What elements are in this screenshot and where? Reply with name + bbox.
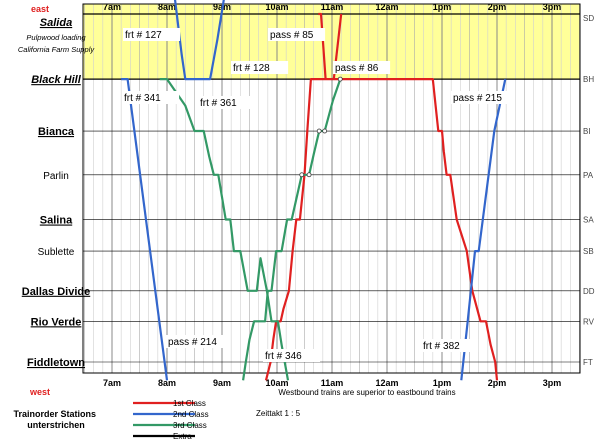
station-code-bi: BI: [583, 127, 591, 136]
series-pass-86: [318, 12, 327, 80]
series-frt-127: [173, 0, 225, 81]
station-name-sd: Salida: [40, 17, 72, 29]
station-name-sb: Sublette: [38, 247, 75, 258]
train-labels: frt # 127 pass # 85 frt # 128 pass # 86 frt …: [122, 28, 514, 362]
station-code-sb: SB: [583, 247, 594, 256]
time-label-top-6: 1pm: [433, 2, 452, 12]
station-code-dd: DD: [583, 287, 595, 296]
meet-marker: [322, 128, 328, 134]
meet-marker: [299, 172, 305, 178]
time-label-bottom-0: 7am: [103, 378, 121, 388]
station-name-bh: Black Hill: [31, 74, 81, 86]
station-name-bi: Bianca: [38, 126, 75, 138]
station-code-sa: SA: [583, 216, 594, 225]
station-name-ft: Fiddletown: [27, 357, 85, 369]
station-code-pa: PA: [583, 171, 594, 180]
time-label-top-3: 10am: [265, 2, 288, 12]
time-label-bottom-2: 9am: [213, 378, 231, 388]
legend-label: 3rd Class: [173, 421, 207, 430]
station-name-sa: Salina: [40, 215, 73, 227]
direction-top-label: east: [31, 4, 49, 14]
station-code-rv: RV: [583, 317, 595, 326]
time-label-bottom-8: 3pm: [543, 378, 562, 388]
meet-marker: [337, 76, 343, 82]
station-code-sd: SD: [583, 14, 594, 23]
station-code-bh: BH: [583, 75, 594, 84]
meet-marker: [306, 172, 312, 178]
time-label-bottom-4: 11am: [321, 378, 344, 388]
train-label-bg: [268, 28, 326, 41]
legend-label: 2nd Class: [173, 410, 209, 419]
station-name-pa: Parlin: [43, 171, 69, 182]
train-label-bg: [122, 91, 180, 104]
train-label-bg: [198, 96, 256, 109]
train-label-pass215: pass # 215: [453, 93, 502, 104]
direction-bottom-label: west: [29, 387, 50, 397]
train-label-frt346: frt # 346: [265, 351, 302, 362]
time-label-top-7: 2pm: [488, 2, 507, 12]
superiority-note: Westbound trains are superior to eastbou…: [278, 388, 455, 397]
train-label-bg: [451, 91, 514, 104]
train-label-bg: [123, 28, 181, 41]
time-label-bottom-6: 1pm: [433, 378, 452, 388]
time-axis-labels: 7am7am8am8am9am9am10am10am11am11am12am12…: [103, 2, 561, 388]
time-label-bottom-5: 12am: [375, 378, 398, 388]
station-labels: Salida SD Black Hill BH Bianca BI Parlin PA Sali…: [22, 14, 595, 369]
train-label-bg: [166, 335, 229, 348]
series-pass-215: [264, 77, 499, 381]
train-label-bg: [421, 339, 479, 352]
time-label-top-1: 8am: [158, 2, 176, 12]
time-label-top-8: 3pm: [543, 2, 562, 12]
plot-frame: [82, 3, 581, 374]
train-label-pass85: pass # 85: [270, 30, 314, 41]
series-frt-346: [242, 78, 342, 381]
train-label-frt382: frt # 382: [423, 341, 460, 352]
series-frt-341: [121, 77, 169, 381]
train-label-frt361: frt # 361: [200, 98, 237, 109]
time-label-top-0: 7am: [103, 2, 121, 12]
train-label-bg: [263, 349, 321, 362]
station-name-rv: Rio Verde: [31, 316, 82, 328]
legend-label: 1st Class: [173, 399, 206, 408]
zeittakt-note: Zeittakt 1 : 5: [256, 409, 301, 418]
station-note: Trainorder Stations unterstrichen: [13, 409, 98, 430]
legend: 1st Class 2nd Class 3rd Class Extra: [133, 399, 209, 441]
train-label-bg: [333, 61, 391, 74]
time-label-bottom-7: 2pm: [488, 378, 507, 388]
train-label-frt127: frt # 127: [125, 30, 162, 41]
time-label-top-4: 11am: [321, 2, 344, 12]
train-label-pass214: pass # 214: [168, 337, 217, 348]
time-label-bottom-1: 8am: [158, 378, 176, 388]
station-code-ft: FT: [583, 358, 593, 367]
train-label-frt341: frt # 341: [124, 93, 161, 104]
meet-marker: [316, 128, 322, 134]
legend-label: Extra: [173, 432, 192, 441]
series-frt-382: [460, 78, 507, 381]
salida-note-1: Pulpwood loading: [26, 33, 86, 42]
train-label-bg: [231, 61, 289, 74]
series-frt-361: [159, 77, 290, 381]
train-paths: [121, 0, 507, 381]
time-label-bottom-3: 10am: [265, 378, 288, 388]
time-label-top-5: 12am: [375, 2, 398, 12]
train-label-frt128: frt # 128: [233, 63, 270, 74]
station-name-dd: Dallas Divide: [22, 286, 90, 298]
train-label-pass86: pass # 86: [335, 63, 379, 74]
salida-note-2: California Farm Supply: [18, 45, 96, 54]
